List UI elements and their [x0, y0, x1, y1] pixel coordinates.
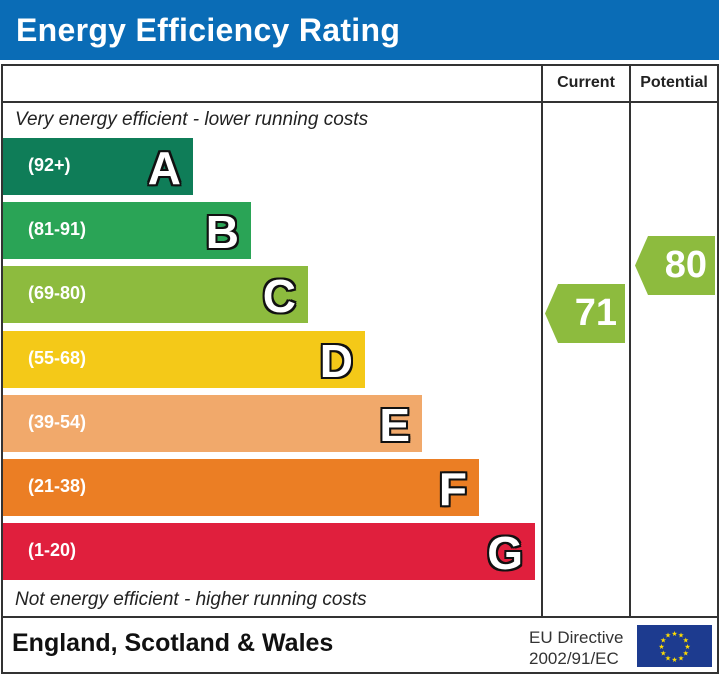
band-bar-c: (69-80) C — [3, 266, 308, 324]
band-range: (92+) — [28, 155, 71, 175]
directive-line1: EU Directive — [529, 628, 624, 647]
band-range: (1-20) — [28, 540, 77, 561]
band-letter: G — [487, 527, 523, 580]
current-rating-arrow: 71 — [545, 284, 625, 343]
band-bar-f: (21-38) F — [3, 459, 479, 516]
eu-directive: EU Directive 2002/91/EC — [529, 627, 623, 669]
star-icon: ★ — [678, 632, 684, 640]
band-letter: A — [147, 142, 181, 194]
star-icon: ★ — [660, 637, 666, 645]
bottom-note: Not energy efficient - higher running co… — [15, 589, 367, 610]
band-bar-b: (81-91) B — [3, 202, 251, 260]
star-icon: ★ — [684, 643, 690, 651]
band-bar-e: (39-54) E — [3, 394, 422, 452]
band-range: (69-80) — [28, 283, 87, 304]
band-letter: F — [438, 463, 467, 515]
potential-rating-value: 80 — [664, 244, 707, 286]
band-letter: C — [262, 270, 296, 323]
chart-frame — [1, 64, 719, 674]
band-range: (39-54) — [28, 411, 87, 432]
eu-flag-icon: ★ ★ ★ ★ ★ ★ ★ ★ ★ ★ ★ ★ — [637, 625, 712, 667]
divider — [1, 101, 717, 103]
band-range: (81-91) — [28, 219, 87, 240]
star-icon: ★ — [678, 654, 684, 662]
band-letter: E — [379, 398, 410, 451]
star-icon: ★ — [671, 630, 677, 638]
band-range: (55-68) — [28, 347, 87, 368]
star-icon: ★ — [671, 656, 677, 664]
band-bar-g: (1-20) G — [3, 523, 535, 581]
band-letter: B — [205, 206, 239, 259]
current-rating-value: 71 — [574, 292, 617, 334]
directive-line2: 2002/91/EC — [529, 649, 619, 668]
star-icon: ★ — [665, 632, 671, 640]
band-bar-d: (55-68) D — [3, 330, 365, 388]
star-icon: ★ — [665, 654, 671, 662]
divider — [629, 64, 631, 617]
divider — [541, 64, 543, 617]
potential-rating-arrow: 80 — [635, 236, 715, 295]
star-icon: ★ — [660, 650, 666, 658]
band-range: (21-38) — [28, 476, 87, 496]
region-label: England, Scotland & Wales — [12, 629, 334, 657]
top-note: Very energy efficient - lower running co… — [15, 109, 369, 130]
divider — [1, 616, 717, 618]
current-column-header: Current — [557, 74, 615, 91]
band-bar-a: (92+) A — [3, 138, 193, 195]
star-icon: ★ — [683, 650, 689, 658]
star-icon: ★ — [658, 643, 664, 651]
potential-column-header: Potential — [640, 74, 708, 91]
header: Energy Efficiency Rating — [0, 0, 719, 60]
star-icon: ★ — [683, 637, 689, 645]
band-letter: D — [319, 334, 353, 387]
page-title: Energy Efficiency Rating — [16, 12, 401, 48]
